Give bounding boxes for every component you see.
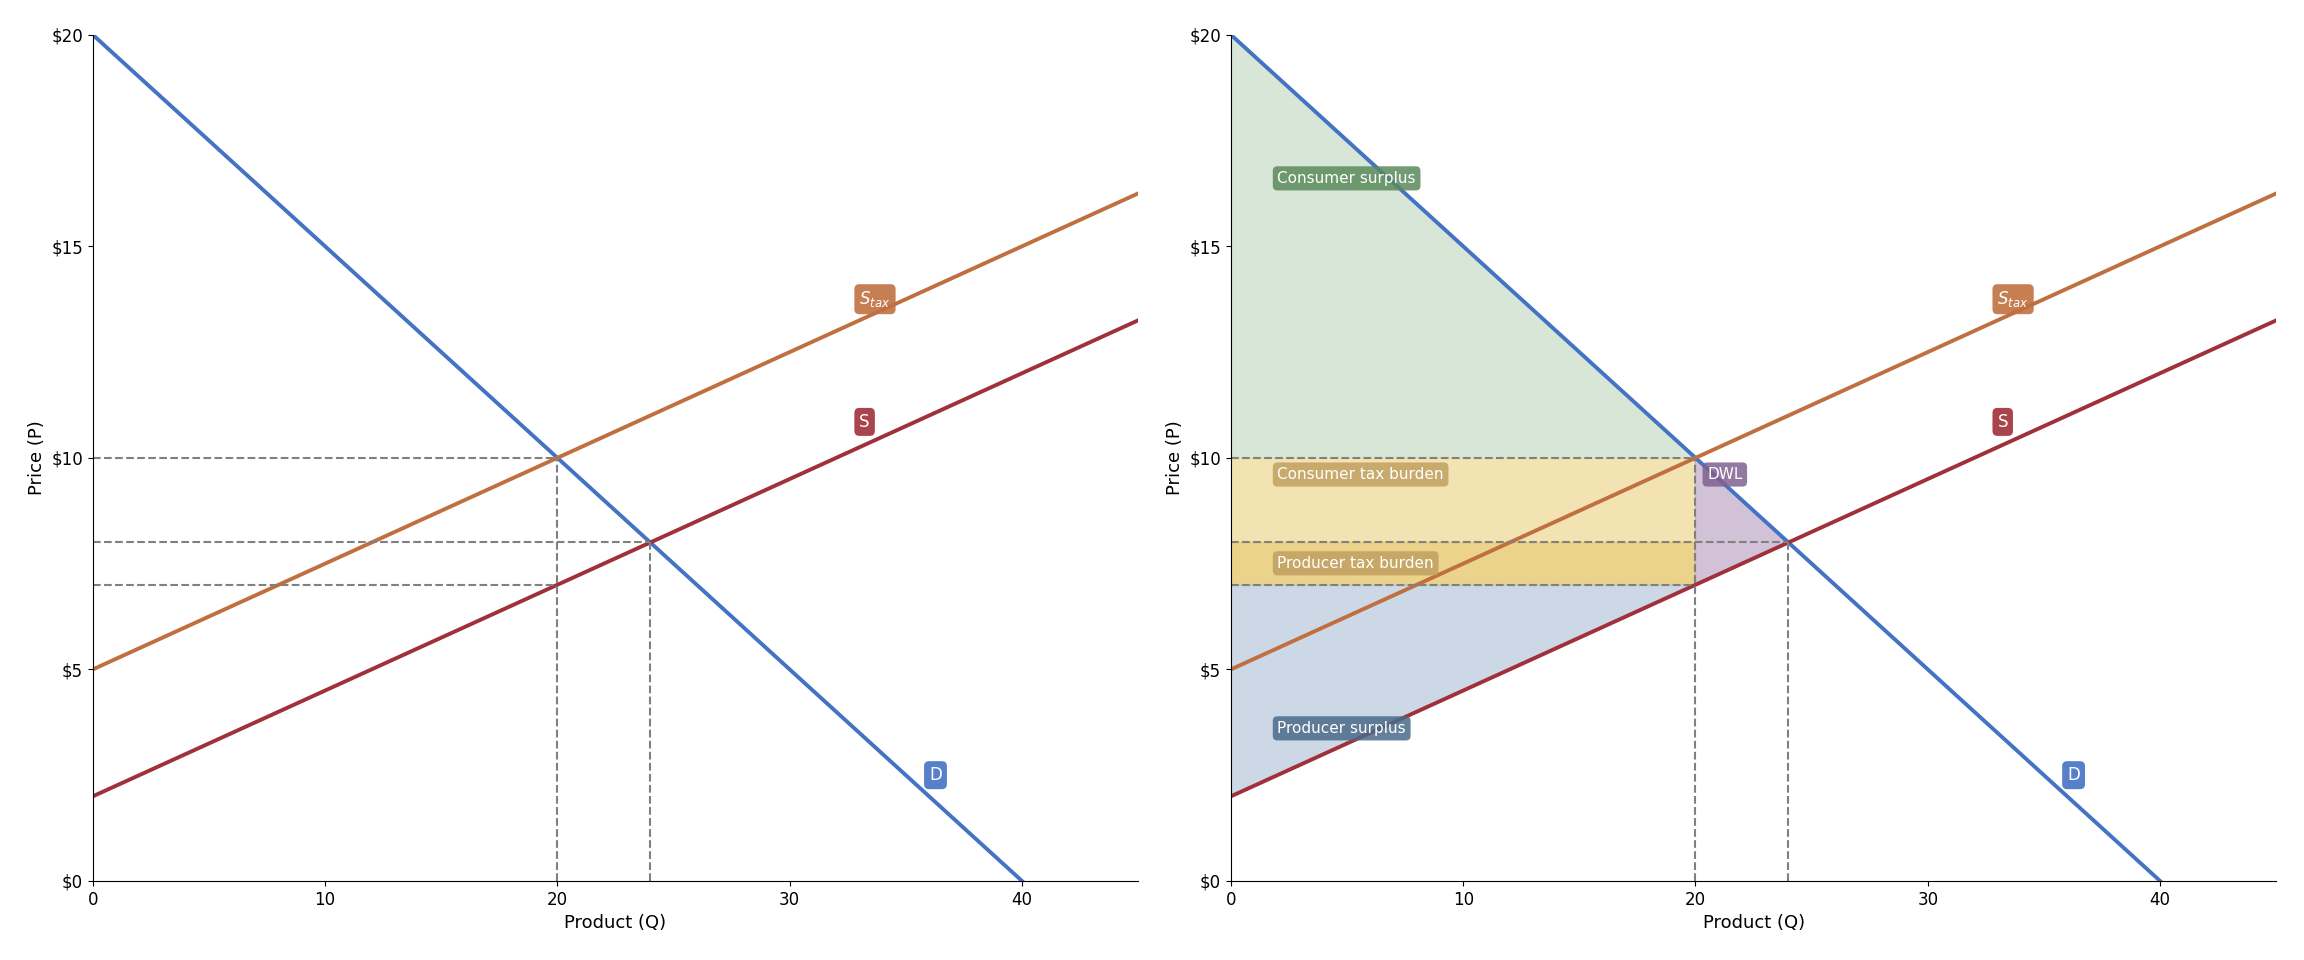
Text: Producer surplus: Producer surplus bbox=[1276, 721, 1405, 736]
Text: $S_{tax}$: $S_{tax}$ bbox=[859, 289, 892, 309]
Polygon shape bbox=[1696, 458, 1788, 585]
Text: D: D bbox=[929, 766, 942, 784]
X-axis label: Product (Q): Product (Q) bbox=[564, 914, 666, 932]
Y-axis label: Price (P): Price (P) bbox=[28, 420, 46, 495]
Text: S: S bbox=[1998, 413, 2009, 431]
Polygon shape bbox=[1230, 585, 1696, 797]
Text: Consumer surplus: Consumer surplus bbox=[1276, 171, 1417, 186]
Y-axis label: Price (P): Price (P) bbox=[1166, 420, 1184, 495]
Polygon shape bbox=[1230, 35, 1696, 458]
Text: Producer tax burden: Producer tax burden bbox=[1276, 556, 1433, 571]
Polygon shape bbox=[1230, 458, 1696, 542]
Text: S: S bbox=[859, 413, 871, 431]
Text: D: D bbox=[2067, 766, 2081, 784]
Polygon shape bbox=[1230, 542, 1696, 585]
Text: DWL: DWL bbox=[1707, 467, 1742, 482]
Text: $S_{tax}$: $S_{tax}$ bbox=[1998, 289, 2030, 309]
X-axis label: Product (Q): Product (Q) bbox=[1703, 914, 1804, 932]
Text: Consumer tax burden: Consumer tax burden bbox=[1276, 467, 1445, 482]
